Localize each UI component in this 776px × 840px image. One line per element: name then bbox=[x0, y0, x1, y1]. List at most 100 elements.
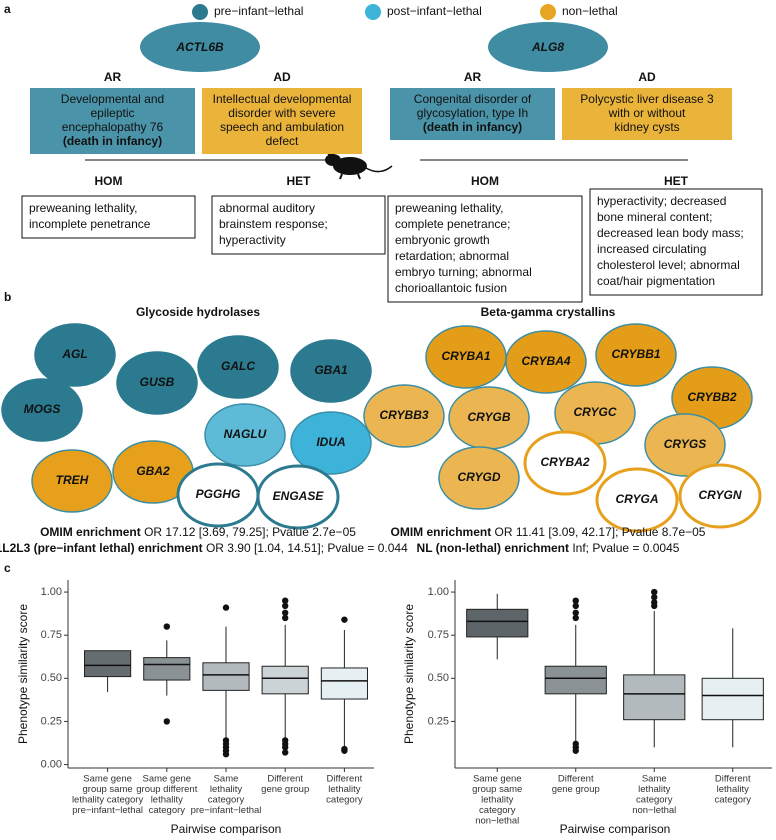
gene-label: MOGS bbox=[24, 402, 61, 416]
phenotype-text: bone mineral content; bbox=[597, 210, 712, 224]
gene-ellipse bbox=[140, 22, 260, 72]
outlier bbox=[222, 751, 230, 758]
x-axis-title: Pairwise comparison bbox=[560, 822, 671, 836]
enrichment-result: Inf; Pvalue = 0.0045 bbox=[572, 541, 679, 555]
phenotype-text: incomplete penetrance bbox=[29, 217, 151, 231]
disease-box bbox=[30, 88, 195, 154]
legend-swatch bbox=[192, 4, 208, 20]
gene-name: ALG8 bbox=[531, 40, 564, 54]
gene-node bbox=[116, 351, 198, 415]
gene-label: CRYGS bbox=[664, 437, 706, 451]
genotype: HOM bbox=[471, 174, 499, 188]
gene-label: CRYGA bbox=[615, 492, 658, 506]
phenotype-text: coat/hair pigmentation bbox=[597, 274, 715, 288]
x-tick-label: category bbox=[636, 795, 673, 806]
x-tick-label: lethality bbox=[638, 784, 670, 795]
gene-node bbox=[197, 335, 279, 399]
disease-text: defect bbox=[266, 134, 299, 148]
x-tick-label: category bbox=[326, 795, 363, 806]
outlier bbox=[651, 594, 658, 601]
y-tick-label: 1.00 bbox=[428, 586, 449, 598]
gene-label: ENGASE bbox=[273, 489, 325, 503]
x-tick-label: lethality bbox=[151, 795, 183, 806]
outlier bbox=[163, 623, 170, 630]
enrichment-result: OR 17.12 [3.69, 79.25]; Pvalue 2.7e−05 bbox=[144, 525, 356, 539]
gene-node bbox=[595, 467, 679, 533]
gene-label: CRYBB2 bbox=[687, 390, 736, 404]
box bbox=[143, 657, 191, 681]
group-title: Beta-gamma crystallins bbox=[481, 305, 616, 319]
disease-text: Congenital disorder of bbox=[414, 92, 532, 106]
disease-emphasis: (death in infancy) bbox=[63, 134, 162, 148]
gene-node bbox=[595, 323, 677, 387]
x-tick-label: lethality bbox=[210, 784, 242, 795]
x-tick-label: Same bbox=[642, 774, 667, 785]
x-tick-label: lethality bbox=[328, 784, 360, 795]
phenotype-text: decreased lean body mass; bbox=[597, 226, 744, 240]
box bbox=[320, 667, 368, 700]
inheritance-mode: AD bbox=[273, 70, 291, 84]
x-tick-label: group different bbox=[136, 784, 197, 795]
y-tick-label: 0.50 bbox=[41, 672, 62, 684]
box bbox=[261, 665, 309, 695]
enrichment-line: L1L2L3 (pre−infant lethal) enrichment OR… bbox=[0, 541, 408, 555]
box bbox=[202, 662, 250, 691]
x-tick-label: Different bbox=[715, 774, 751, 785]
x-tick-label: category bbox=[208, 795, 245, 806]
gene-label: CRYBB1 bbox=[611, 347, 660, 361]
x-tick-label: group same bbox=[83, 784, 133, 795]
phenotype-text: hyperactivity; decreased bbox=[597, 194, 726, 208]
gene-node bbox=[290, 339, 372, 403]
phenotype-text: brainstem response; bbox=[219, 217, 328, 231]
enrichment-line: OMIM enrichment OR 11.41 [3.09, 42.17]; … bbox=[391, 525, 706, 539]
y-tick-label: 0.25 bbox=[41, 715, 62, 727]
genotype: HET bbox=[664, 174, 689, 188]
enrichment-line: NL (non-lethal) enrichment Inf; Pvalue =… bbox=[417, 541, 680, 555]
box bbox=[623, 674, 686, 721]
genotype: HOM bbox=[95, 174, 123, 188]
y-tick-label: 0.25 bbox=[428, 715, 449, 727]
disease-text: disorder with severe bbox=[228, 106, 336, 120]
x-tick-label: category bbox=[479, 805, 516, 816]
x-tick-label: pre−infant−lethal bbox=[191, 805, 262, 816]
phenotype-text: abnormal auditory bbox=[219, 201, 315, 215]
mouse-icon bbox=[325, 149, 393, 180]
gene-label: TREH bbox=[56, 473, 89, 487]
enrichment-name: OMIM enrichment bbox=[40, 525, 141, 539]
gene-node bbox=[31, 449, 113, 513]
gene-label: CRYGD bbox=[457, 470, 500, 484]
box bbox=[544, 665, 607, 695]
genotype: HET bbox=[287, 174, 312, 188]
outlier bbox=[282, 614, 289, 622]
x-tick-label: lethality bbox=[481, 795, 513, 806]
phenotype-text: embryonic growth bbox=[395, 233, 490, 247]
legend-label: post−infant−lethal bbox=[387, 4, 482, 18]
x-tick-label: non−lethal bbox=[632, 805, 676, 816]
y-tick-label: 0.00 bbox=[41, 758, 62, 770]
x-tick-label: category bbox=[715, 795, 752, 806]
disease-emphasis: (death in infancy) bbox=[423, 120, 522, 134]
panel-label: a bbox=[4, 2, 11, 16]
legend-swatch bbox=[540, 4, 556, 20]
gene-label: CRYBA2 bbox=[540, 455, 589, 469]
disease-text: epileptic bbox=[90, 106, 134, 120]
phenotype-text: retardation; abnormal bbox=[395, 249, 509, 263]
gene-label: GUSB bbox=[140, 375, 175, 389]
y-axis-title: Phenotype similarity score bbox=[402, 604, 416, 744]
x-tick-label: gene group bbox=[552, 784, 600, 795]
x-tick-label: non−lethal bbox=[475, 816, 519, 827]
gene-label: CRYGC bbox=[573, 405, 616, 419]
disease-text: Polycystic liver disease 3 bbox=[580, 92, 714, 106]
gene-node bbox=[678, 463, 762, 529]
outlier bbox=[651, 602, 658, 610]
phenotype-box bbox=[387, 195, 583, 303]
disease-text: Developmental and bbox=[61, 92, 164, 106]
disease-box bbox=[562, 88, 732, 140]
enrichment-result: OR 11.41 [3.09, 42.17]; Pvalue 8.7e−05 bbox=[495, 525, 706, 539]
enrichment-name: L1L2L3 (pre−infant lethal) enrichment bbox=[0, 541, 203, 555]
group-title: Glycoside hydrolases bbox=[136, 305, 260, 319]
phenotype-text: preweaning lethality, bbox=[29, 201, 138, 215]
phenotype-text: increased circulating bbox=[597, 242, 706, 256]
gene-node bbox=[204, 403, 286, 467]
inheritance-mode: AD bbox=[638, 70, 656, 84]
